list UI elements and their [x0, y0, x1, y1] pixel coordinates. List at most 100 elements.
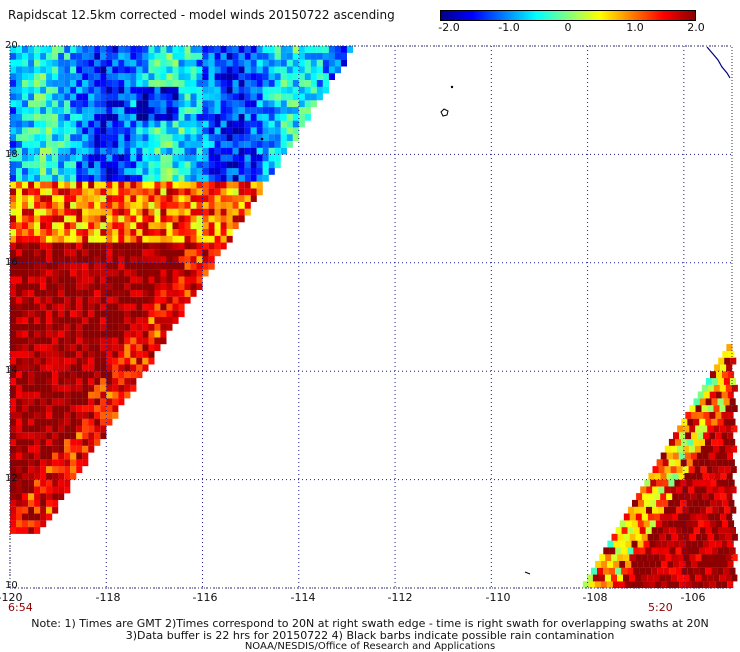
wind-diff-cell [52, 59, 59, 67]
wind-diff-cell [232, 86, 239, 94]
wind-diff-cell [112, 357, 119, 365]
wind-diff-cell [154, 256, 161, 263]
wind-diff-cell [46, 289, 53, 297]
wind-diff-cell [322, 59, 329, 67]
wind-diff-cell [166, 127, 173, 135]
wind-diff-cell [10, 310, 17, 318]
wind-diff-cell [136, 120, 143, 128]
wind-diff-cell [154, 161, 161, 169]
wind-diff-cell [160, 147, 167, 155]
wind-diff-cell [88, 337, 95, 345]
wind-diff-cell [244, 86, 251, 94]
wind-diff-cell [64, 52, 71, 60]
wind-diff-cell [40, 418, 47, 426]
wind-diff-cell [196, 93, 203, 101]
wind-diff-cell [94, 66, 101, 74]
wind-diff-cell [28, 513, 35, 521]
wind-diff-cell [697, 411, 704, 419]
wind-diff-cell [154, 134, 161, 141]
wind-diff-cell [112, 147, 119, 155]
wind-diff-cell [166, 296, 173, 304]
wind-diff-cell [76, 73, 83, 80]
wind-diff-cell [238, 127, 245, 135]
wind-diff-cell [202, 181, 209, 189]
wind-diff-cell [178, 100, 185, 108]
wind-diff-cell [130, 317, 137, 324]
wind-diff-cell [238, 167, 245, 175]
wind-diff-cell [70, 452, 77, 460]
wind-diff-cell [190, 188, 197, 196]
wind-diff-cell [166, 289, 173, 297]
wind-diff-cell [202, 86, 209, 94]
wind-diff-cell [16, 147, 23, 155]
wind-diff-cell [160, 323, 167, 331]
wind-diff-cell [280, 59, 287, 67]
wind-diff-cell [16, 418, 23, 426]
wind-diff-cell [88, 140, 95, 148]
wind-diff-cell [70, 120, 77, 128]
wind-diff-cell [142, 154, 149, 162]
wind-diff-cell [714, 472, 721, 480]
wind-diff-cell [82, 188, 89, 196]
wind-diff-cell [52, 296, 59, 304]
wind-diff-cell [178, 93, 185, 101]
wind-diff-cell [659, 574, 666, 582]
wind-diff-cell [202, 195, 209, 202]
wind-diff-cell [268, 140, 275, 148]
wind-diff-cell [70, 161, 77, 169]
wind-diff-cell [190, 289, 197, 297]
wind-diff-cell [657, 547, 664, 555]
wind-diff-cell [46, 337, 53, 345]
wind-diff-cell [106, 411, 113, 419]
wind-diff-cell [28, 59, 35, 67]
wind-diff-cell [118, 242, 125, 250]
wind-diff-cell [723, 547, 730, 555]
wind-diff-cell [112, 317, 119, 324]
wind-diff-cell [10, 46, 17, 53]
wind-diff-cell [88, 174, 95, 182]
wind-diff-cell [280, 66, 287, 74]
wind-diff-cell [136, 350, 143, 358]
wind-diff-cell [16, 73, 23, 80]
wind-diff-cell [100, 161, 107, 169]
wind-diff-cell [656, 459, 663, 467]
wind-diff-cell [178, 46, 185, 53]
wind-diff-cell [58, 93, 65, 101]
wind-diff-cell [52, 303, 59, 311]
wind-diff-cell [178, 215, 185, 223]
wind-diff-cell [10, 323, 17, 331]
wind-diff-cell [58, 174, 65, 182]
wind-diff-cell [292, 86, 299, 94]
wind-diff-cell [112, 371, 119, 379]
wind-diff-cell [112, 52, 119, 60]
wind-diff-cell [148, 59, 155, 67]
wind-diff-cell [28, 283, 35, 290]
wind-diff-cell [118, 107, 125, 114]
wind-diff-cell [64, 269, 71, 277]
wind-diff-cell [82, 418, 89, 426]
wind-diff-cell [244, 52, 251, 60]
wind-diff-cell [106, 113, 113, 121]
wind-diff-cell [280, 134, 287, 141]
wind-diff-cell [34, 113, 41, 121]
wind-diff-cell [58, 134, 65, 141]
wind-diff-cell [190, 228, 197, 236]
wind-diff-cell [88, 120, 95, 128]
wind-diff-cell [112, 66, 119, 74]
wind-diff-cell [64, 249, 71, 257]
wind-diff-cell [82, 134, 89, 141]
wind-diff-cell [16, 289, 23, 297]
wind-diff-cell [58, 195, 65, 202]
wind-diff-cell [250, 161, 257, 169]
wind-diff-cell [154, 52, 161, 60]
wind-diff-cell [705, 527, 712, 534]
wind-diff-cell [112, 337, 119, 345]
wind-diff-cell [82, 256, 89, 263]
wind-diff-cell [286, 79, 293, 87]
wind-diff-cell [34, 283, 41, 290]
wind-diff-cell [64, 276, 71, 284]
wind-diff-cell [118, 249, 125, 257]
wind-diff-cell [154, 269, 161, 277]
wind-diff-cell [703, 560, 710, 568]
wind-diff-cell [142, 289, 149, 297]
